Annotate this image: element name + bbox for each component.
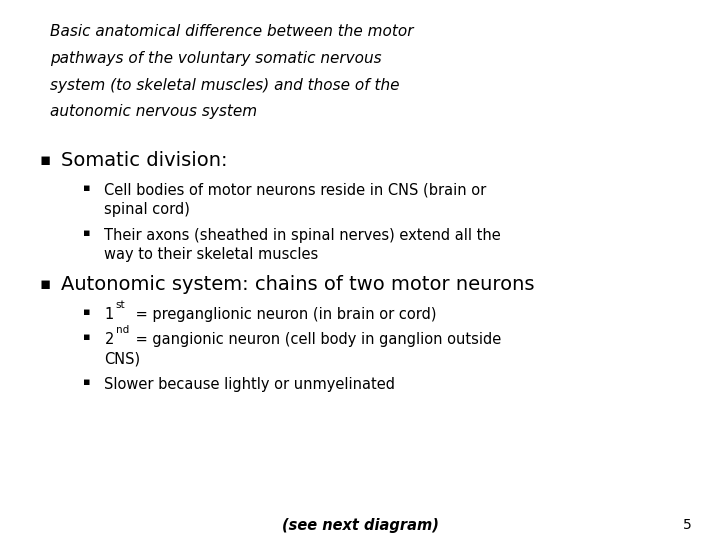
Text: 1: 1 [104, 307, 114, 322]
Text: 5: 5 [683, 518, 691, 532]
Text: Slower because lightly or unmyelinated: Slower because lightly or unmyelinated [104, 377, 395, 392]
Text: st: st [116, 300, 125, 310]
Text: spinal cord): spinal cord) [104, 202, 190, 218]
Text: nd: nd [116, 325, 129, 335]
Text: ▪: ▪ [40, 151, 51, 169]
Text: ▪: ▪ [40, 275, 51, 293]
Text: autonomic nervous system: autonomic nervous system [50, 104, 258, 119]
Text: Autonomic system: chains of two motor neurons: Autonomic system: chains of two motor ne… [61, 275, 535, 294]
Text: Their axons (sheathed in spinal nerves) extend all the: Their axons (sheathed in spinal nerves) … [104, 228, 501, 243]
Text: way to their skeletal muscles: way to their skeletal muscles [104, 247, 319, 262]
Text: Cell bodies of motor neurons reside in CNS (brain or: Cell bodies of motor neurons reside in C… [104, 183, 487, 198]
Text: = preganglionic neuron (in brain or cord): = preganglionic neuron (in brain or cord… [131, 307, 436, 322]
Text: Basic anatomical difference between the motor: Basic anatomical difference between the … [50, 24, 414, 39]
Text: ▪: ▪ [83, 377, 90, 387]
Text: system (to skeletal muscles) and those of the: system (to skeletal muscles) and those o… [50, 78, 400, 92]
Text: 2: 2 [104, 332, 114, 347]
Text: CNS): CNS) [104, 352, 140, 367]
Text: ▪: ▪ [83, 332, 90, 342]
Text: pathways of the voluntary somatic nervous: pathways of the voluntary somatic nervou… [50, 51, 382, 66]
Text: = gangionic neuron (cell body in ganglion outside: = gangionic neuron (cell body in ganglio… [131, 332, 501, 347]
Text: Somatic division:: Somatic division: [61, 151, 228, 170]
Text: ▪: ▪ [83, 228, 90, 238]
Text: (see next diagram): (see next diagram) [282, 518, 438, 534]
Text: ▪: ▪ [83, 183, 90, 193]
Text: ▪: ▪ [83, 307, 90, 317]
